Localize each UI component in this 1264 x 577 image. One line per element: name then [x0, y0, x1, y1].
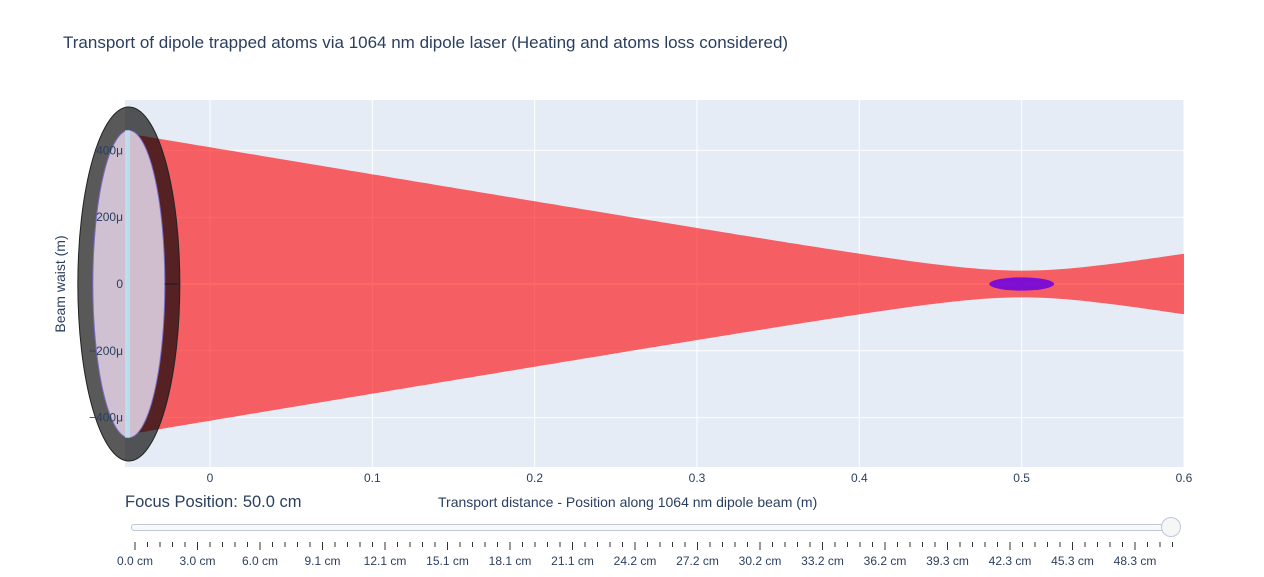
x-tick-label: 0	[207, 471, 214, 485]
slider-tick-label: 3.0 cm	[179, 554, 215, 568]
lens-layer	[77, 106, 181, 462]
slider-tick-label: 9.1 cm	[304, 554, 340, 568]
slider-tick-label: 18.1 cm	[489, 554, 532, 568]
slider-tick-label: 39.3 cm	[926, 554, 969, 568]
slider-tick-label: 36.2 cm	[864, 554, 907, 568]
lens-edge	[125, 130, 130, 438]
slider-track[interactable]	[131, 524, 1179, 531]
x-tick-label: 0.4	[851, 471, 868, 485]
y-tick-label: −200μ	[89, 344, 123, 358]
slider-tick-label: 42.3 cm	[989, 554, 1032, 568]
slider-tick-label: 33.2 cm	[801, 554, 844, 568]
slider-current-value: 50.0 cm	[242, 493, 302, 511]
y-axis-label: Beam waist (m)	[52, 235, 68, 333]
x-axis-label: Transport distance - Position along 1064…	[438, 494, 818, 510]
slider-tick-label: 45.3 cm	[1051, 554, 1094, 568]
slider-tick-label: 12.1 cm	[364, 554, 407, 568]
slider-label-prefix: Focus Position:	[125, 493, 238, 511]
beam-envelope	[128, 133, 1184, 435]
slider-tick-label: 0.0 cm	[117, 554, 153, 568]
chart-title: Transport of dipole trapped atoms via 10…	[63, 33, 789, 52]
slider-tick-label: 6.0 cm	[242, 554, 278, 568]
x-tick-labels: 0 0.1 0.2 0.3 0.4 0.5 0.6	[207, 471, 1193, 485]
x-tick-label: 0.3	[689, 471, 706, 485]
x-tick-label: 0.1	[364, 471, 381, 485]
slider-handle[interactable]	[1161, 517, 1181, 537]
beam-layer	[128, 133, 1184, 435]
y-tick-label: −400μ	[89, 411, 123, 425]
atom-cloud-layer	[989, 277, 1055, 291]
y-tick-label: 200μ	[96, 210, 123, 224]
y-tick-labels: 400μ 200μ 0 −200μ −400μ	[89, 143, 123, 424]
x-tick-label: 0.6	[1176, 471, 1193, 485]
slider-tick-label: 48.3 cm	[1114, 554, 1157, 568]
x-tick-label: 0.5	[1013, 471, 1030, 485]
slider-tick-label: 27.2 cm	[676, 554, 719, 568]
slider-tick-label: 21.1 cm	[551, 554, 594, 568]
slider-tick-label: 15.1 cm	[426, 554, 469, 568]
x-tick-label: 0.2	[526, 471, 543, 485]
slider-tick-label: 30.2 cm	[739, 554, 782, 568]
y-tick-label: 400μ	[96, 143, 123, 157]
slider-ticks: 0.0 cm 3.0 cm 6.0 cm 9.1 cm 12.1 cm 15.1 cm 18…	[117, 542, 1173, 568]
slider-tick-label: 24.2 cm	[614, 554, 657, 568]
y-tick-label: 0	[116, 277, 123, 291]
atom-cloud	[989, 277, 1055, 291]
slider-current-label: Focus Position: 50.0 cm	[125, 493, 302, 512]
